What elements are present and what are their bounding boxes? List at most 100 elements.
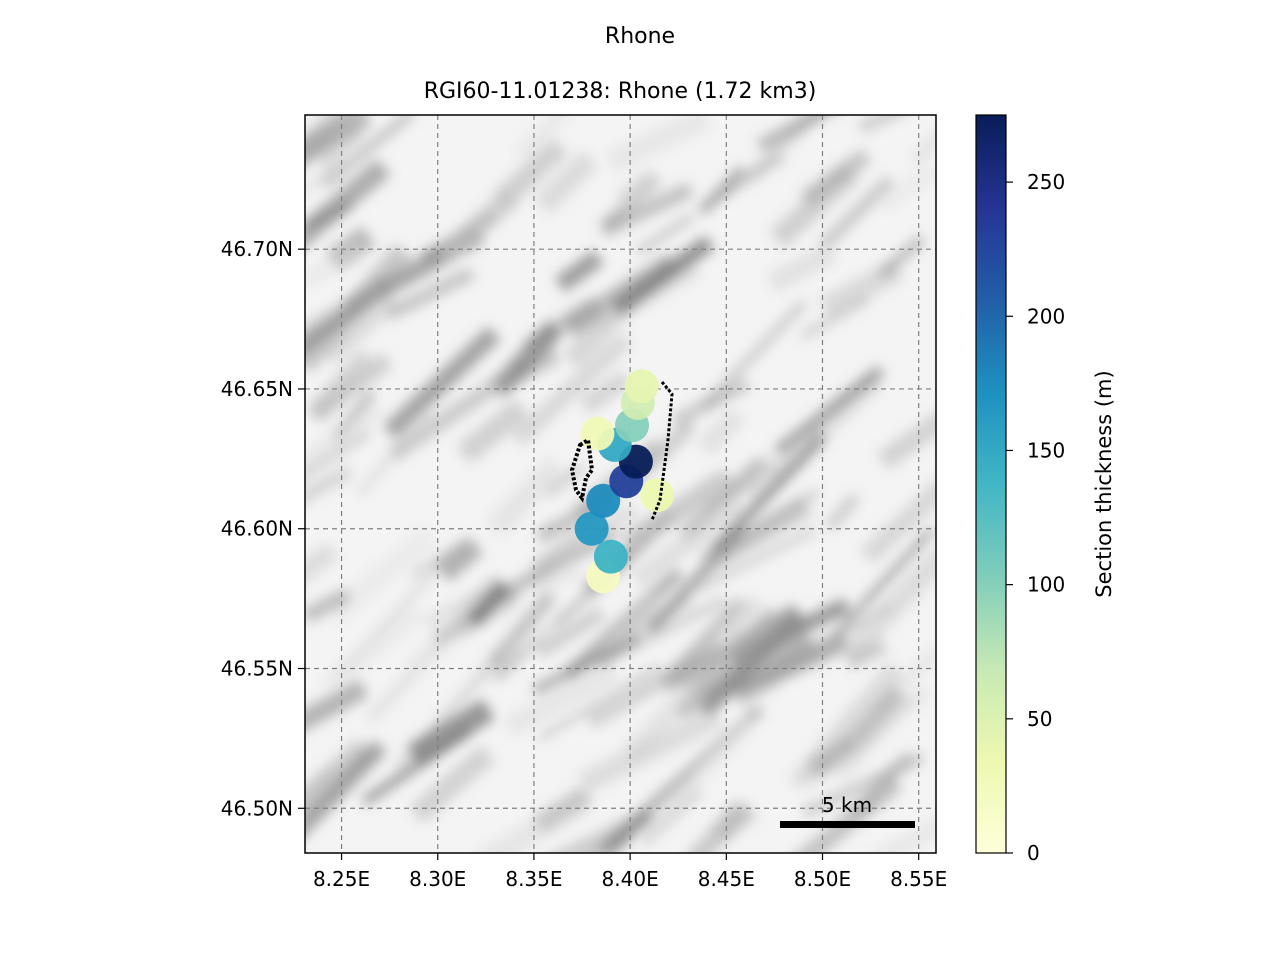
terrain-ridge xyxy=(535,606,606,659)
scale-bar: 5 km xyxy=(780,793,915,828)
terrain-ridge xyxy=(840,545,936,662)
terrain-ridge xyxy=(706,153,786,208)
x-tick-label: 8.25E xyxy=(313,867,370,891)
colorbar-tick-label: 250 xyxy=(1027,170,1065,194)
terrain-ridge xyxy=(874,162,936,214)
glacier-section xyxy=(586,483,621,518)
terrain-ridge xyxy=(496,346,561,393)
terrain-ridge xyxy=(827,527,935,643)
terrain-ridge xyxy=(709,431,828,555)
terrain-ridge xyxy=(365,621,463,724)
terrain-ridge xyxy=(532,785,593,834)
y-tick-label: 46.55N xyxy=(221,657,293,681)
terrain-hillshade xyxy=(305,115,936,853)
terrain-ridge xyxy=(684,800,750,853)
colorbar-tick-label: 150 xyxy=(1027,438,1065,462)
terrain-ridge xyxy=(719,594,764,642)
terrain-ridge xyxy=(800,294,871,341)
terrain-ridge xyxy=(766,242,837,293)
x-tick-label: 8.35E xyxy=(505,867,562,891)
glacier-outline-east xyxy=(650,381,674,521)
x-tick-label: 8.40E xyxy=(602,867,659,891)
terrain-ridge xyxy=(690,525,817,595)
terrain-ridge xyxy=(486,456,566,537)
terrain-ridge xyxy=(828,687,915,783)
x-tick-label: 8.30E xyxy=(409,867,466,891)
terrain-ridge xyxy=(696,604,806,719)
terrain-ridge xyxy=(313,125,366,171)
scale-bar-label: 5 km xyxy=(822,793,872,817)
terrain-ridge xyxy=(406,698,495,766)
terrain-ridge xyxy=(536,563,584,594)
glacier-section xyxy=(580,416,615,451)
terrain-ridge xyxy=(321,115,416,189)
terrain-ridge xyxy=(544,462,586,498)
terrain-ridge xyxy=(305,588,352,623)
terrain-ridge xyxy=(305,428,372,495)
terrain-ridge xyxy=(844,638,888,670)
terrain-ridge xyxy=(736,453,783,500)
terrain-ridge xyxy=(799,148,872,208)
terrain-ridge xyxy=(824,492,861,532)
terrain-ridge xyxy=(579,370,632,415)
terrain-ridge xyxy=(541,810,650,853)
terrain-ridge xyxy=(305,542,339,599)
terrain-ridge xyxy=(510,332,632,447)
y-tick-label: 46.70N xyxy=(221,237,293,261)
terrain-ridge xyxy=(605,115,712,173)
terrain-ridge xyxy=(696,407,746,457)
terrain-ridge xyxy=(514,115,587,160)
terrain-ridge xyxy=(818,175,895,251)
terrain-ridge xyxy=(305,156,346,195)
terrain-ridge xyxy=(438,188,519,262)
x-tick-label: 8.45E xyxy=(698,867,755,891)
glacier-section xyxy=(640,478,675,513)
terrain-ridge xyxy=(621,468,736,553)
glacier-thickness-sections xyxy=(574,369,675,594)
x-axis: 8.25E 8.30E 8.35E 8.40E 8.45E 8.50E 8.55E xyxy=(313,853,947,891)
scale-bar-line xyxy=(780,821,915,828)
terrain-ridge xyxy=(641,788,703,846)
terrain-ridge xyxy=(324,526,438,625)
terrain-ridge xyxy=(837,815,936,853)
terrain-ridge xyxy=(305,738,373,839)
terrain-ridge xyxy=(860,474,936,565)
terrain-ridge xyxy=(599,182,694,238)
terrain-ridge xyxy=(773,365,886,458)
colorbar-tick-label: 50 xyxy=(1027,707,1052,731)
terrain-ridge xyxy=(456,398,530,464)
terrain-ridge xyxy=(731,633,851,701)
terrain-ridge xyxy=(305,244,366,311)
terrain-ridge xyxy=(409,744,496,824)
terrain-ridge xyxy=(664,597,747,683)
colorbar-tick-label: 200 xyxy=(1027,304,1065,328)
glacier-section xyxy=(624,369,659,404)
y-tick-label: 46.50N xyxy=(221,796,293,820)
terrain-ridge xyxy=(531,632,642,696)
colorbar-ticks: 0 50 100 150 200 250 xyxy=(1006,170,1065,865)
colorbar-tick-label: 0 xyxy=(1027,841,1040,865)
terrain-ridge xyxy=(616,168,663,211)
terrain-ridge xyxy=(305,402,384,486)
colorbar-tick-label: 100 xyxy=(1027,573,1065,597)
terrain-ridge xyxy=(305,158,391,268)
terrain-ridge xyxy=(562,253,679,338)
terrain-ridge xyxy=(720,488,820,559)
map-frame xyxy=(304,114,937,854)
terrain-ridge xyxy=(578,706,723,794)
colorbar-gradient xyxy=(975,114,1007,854)
x-tick-label: 8.50E xyxy=(794,867,851,891)
terrain-ridge xyxy=(877,234,926,280)
terrain-ridge xyxy=(611,235,715,317)
terrain-ridge xyxy=(701,299,808,410)
terrain-ridge xyxy=(305,115,372,186)
terrain-ridge xyxy=(487,590,557,669)
terrain-ridge xyxy=(305,739,387,844)
terrain-ridge xyxy=(639,717,757,838)
terrain-ridge xyxy=(384,266,476,321)
terrain-ridge xyxy=(858,115,915,134)
map-panel xyxy=(305,115,936,853)
terrain-ridge xyxy=(305,465,353,525)
terrain-ridge xyxy=(635,212,695,256)
terrain-ridge xyxy=(630,494,747,590)
